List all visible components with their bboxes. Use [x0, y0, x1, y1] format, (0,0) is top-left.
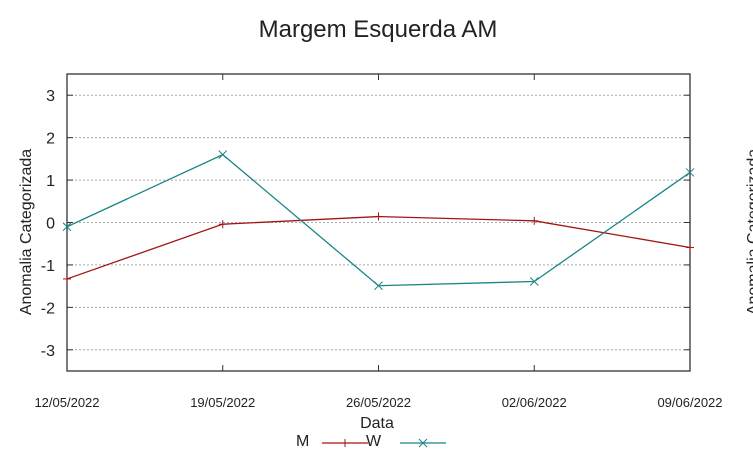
x-tick-label: 02/06/2022: [502, 395, 567, 410]
data-point: [63, 274, 71, 283]
y-tick-label: 2: [46, 131, 55, 148]
data-point: [341, 439, 349, 447]
x-tick-label: 09/06/2022: [657, 395, 722, 410]
data-point: [218, 220, 227, 229]
x-tick-label: 12/05/2022: [34, 395, 99, 410]
x-tick-label: 19/05/2022: [190, 395, 255, 410]
data-point: [62, 222, 72, 232]
x-tick-label: 26/05/2022: [346, 395, 411, 410]
y-tick-label: -2: [41, 300, 55, 317]
y-tick-label: 0: [46, 216, 55, 233]
data-point: [685, 168, 695, 177]
chart-title: Margem Esquerda AM: [259, 16, 498, 43]
legend-label: M: [296, 433, 309, 450]
y-axis-label: Anomalia Categorizada: [18, 149, 35, 315]
data-point: [218, 150, 228, 159]
y-tick-label: 1: [46, 173, 55, 190]
data-point: [529, 277, 539, 286]
x-axis-label: Data: [360, 415, 394, 432]
y-tick-label: 3: [46, 88, 55, 105]
y-tick-label: -3: [41, 343, 55, 360]
data-point: [418, 438, 428, 448]
data-point: [374, 212, 383, 221]
data-point: [530, 216, 539, 225]
y-tick-label: -1: [41, 258, 55, 275]
y2-axis-label: Anomalia Categorizada: [745, 149, 753, 315]
series-line-M: [66, 215, 691, 280]
legend-label: W: [366, 433, 382, 450]
data-point: [374, 281, 383, 291]
data-point: [686, 243, 694, 252]
